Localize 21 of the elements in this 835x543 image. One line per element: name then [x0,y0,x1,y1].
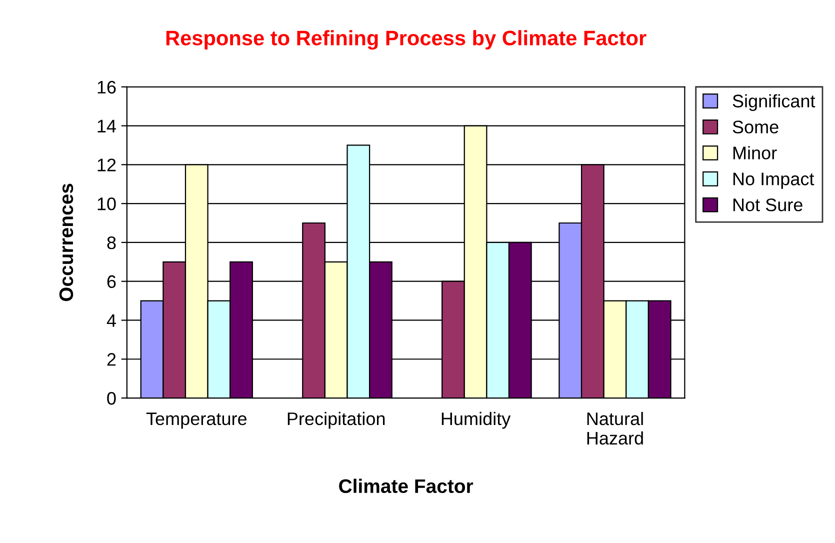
legend-label: Not Sure [733,198,802,212]
y-tick-label: 12 [98,158,116,172]
legend-label: Minor [733,146,777,160]
y-tick-label: 0 [107,392,116,405]
y-axis-title: Occurrences [59,184,74,302]
y-tick-label: 2 [107,353,116,366]
y-tick-label: 4 [106,314,116,327]
chart-title: Response to Refining Process by Climate Factor [166,30,646,50]
x-axis-title: Climate Factor [339,478,474,494]
y-tick-label: 8 [107,236,116,250]
y-tick-label: 16 [98,80,116,94]
x-tick-label: Humidity [442,412,511,429]
x-tick-label: Precipitation [288,412,385,429]
y-tick-label: 14 [98,120,116,132]
x-tick-label: Temperature [146,412,247,429]
legend-label: Some [732,120,778,134]
legend-label: Significant [732,94,816,112]
y-tick-label: 10 [98,197,116,210]
legend-label: No Impact [733,172,814,189]
y-tick-label: 6 [107,275,116,288]
x-tick-label: Natural Hazard [587,412,643,445]
